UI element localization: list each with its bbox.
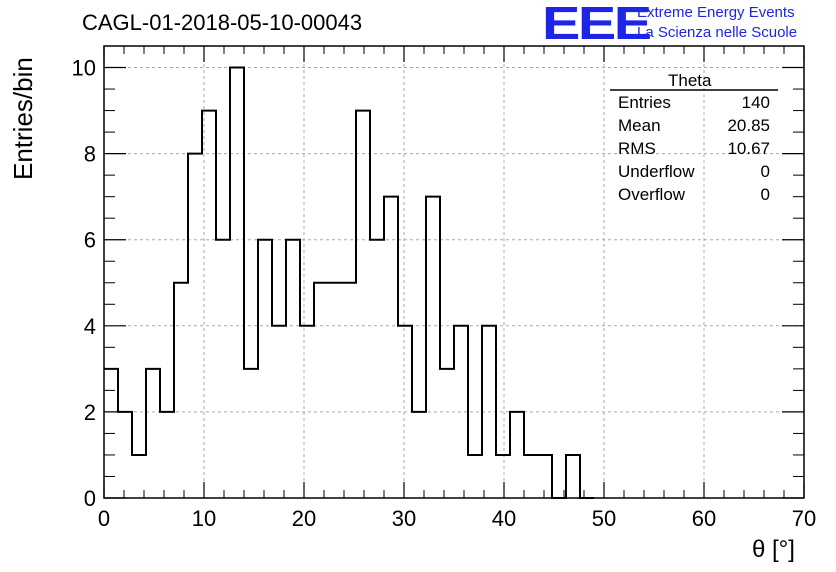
x-tick-label: 30 bbox=[392, 506, 416, 531]
x-tick-label: 70 bbox=[792, 506, 816, 531]
stats-row-rms: RMS 10.67 bbox=[618, 139, 770, 159]
stats-value: 0 bbox=[760, 185, 770, 204]
eee-logo-line2: La Scienza nelle Scuole bbox=[637, 24, 798, 41]
axis-tick-labels: 0 10 20 30 40 50 60 70 0 2 4 6 8 10 bbox=[72, 56, 817, 531]
y-tick-label: 2 bbox=[84, 400, 96, 425]
x-tick-label: 0 bbox=[98, 506, 110, 531]
stats-row-overflow: Overflow 0 bbox=[618, 185, 770, 205]
stats-row-mean: Mean 20.85 bbox=[618, 116, 770, 136]
eee-logo: EEE bbox=[542, 0, 652, 49]
x-tick-label: 40 bbox=[492, 506, 516, 531]
stats-label: Mean bbox=[618, 116, 661, 135]
stats-value: 10.67 bbox=[727, 139, 770, 158]
stats-label: Overflow bbox=[618, 185, 686, 204]
stats-value: 140 bbox=[741, 93, 770, 112]
x-axis-label: θ [°] bbox=[752, 536, 795, 563]
grid-lines bbox=[104, 46, 804, 498]
y-axis-label: Entries/bin bbox=[8, 57, 38, 180]
x-tick-label: 60 bbox=[692, 506, 716, 531]
plot-frame bbox=[103, 45, 805, 499]
stats-title: Theta bbox=[668, 71, 712, 90]
stats-label: Entries bbox=[618, 93, 671, 112]
axis-ticks bbox=[103, 46, 805, 499]
stats-label: RMS bbox=[618, 139, 656, 158]
x-tick-label: 10 bbox=[192, 506, 216, 531]
y-tick-label: 6 bbox=[84, 228, 96, 253]
stats-row-underflow: Underflow 0 bbox=[618, 162, 770, 182]
y-tick-label: 4 bbox=[84, 314, 96, 339]
histogram-step-line bbox=[104, 66, 594, 499]
stats-row-entries: Entries 140 bbox=[618, 93, 770, 113]
histogram-title: CAGL-01-2018-05-10-00043 bbox=[82, 10, 363, 35]
stats-label: Underflow bbox=[618, 162, 695, 181]
y-tick-label: 0 bbox=[84, 486, 96, 511]
y-tick-label: 8 bbox=[84, 142, 96, 167]
x-tick-label: 50 bbox=[592, 506, 616, 531]
stats-value: 0 bbox=[760, 162, 770, 181]
eee-logo-line1: Extreme Energy Events bbox=[637, 4, 795, 21]
stats-value: 20.85 bbox=[727, 116, 770, 135]
x-tick-label: 20 bbox=[292, 506, 316, 531]
y-tick-label: 10 bbox=[72, 56, 96, 81]
